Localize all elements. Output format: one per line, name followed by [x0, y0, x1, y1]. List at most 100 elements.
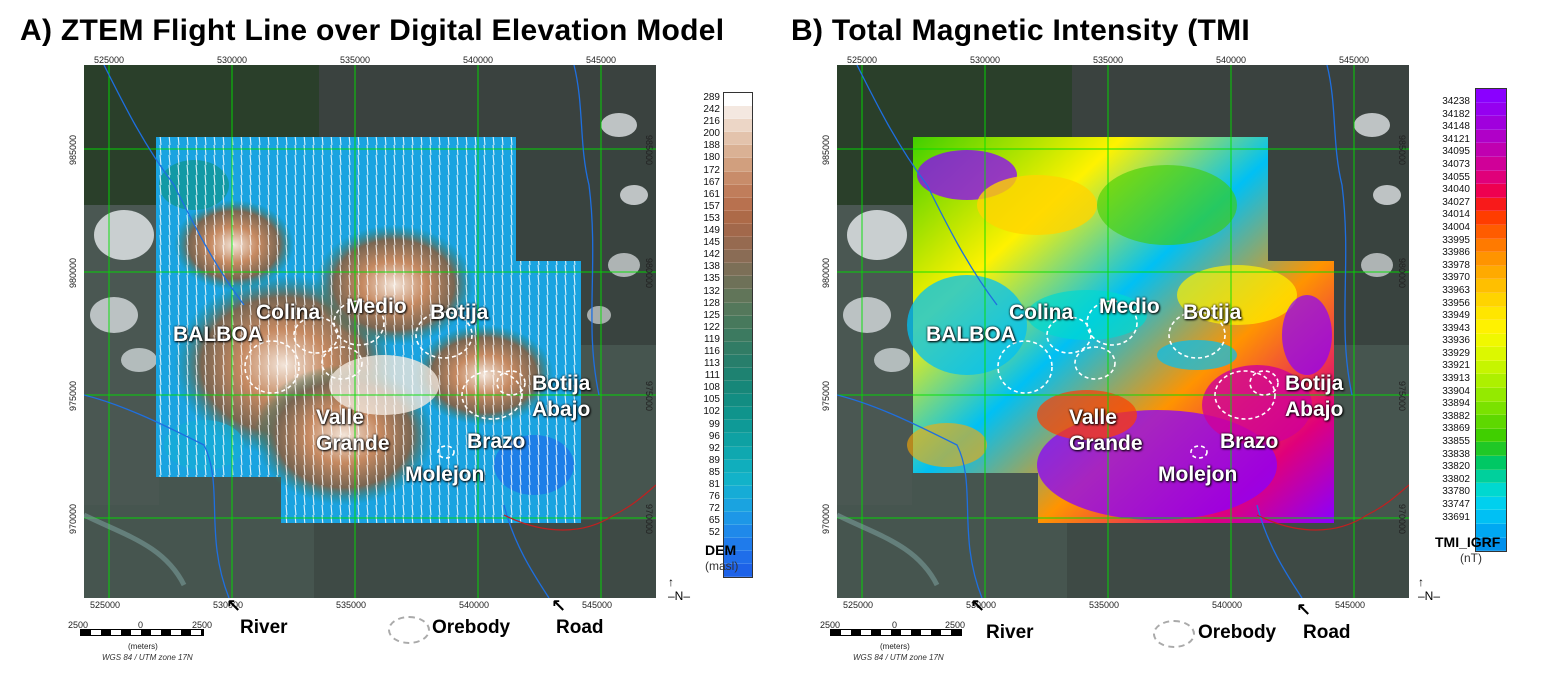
legend-value: 149: [703, 225, 720, 237]
a-road-arrow-icon: ↖: [551, 596, 567, 616]
legend-value: 122: [703, 321, 720, 333]
b-xtick-top-3: 535000: [1093, 55, 1124, 65]
legend-swatch: [1476, 143, 1506, 157]
legend-value: 138: [703, 261, 720, 273]
b-ytick-left-4: 970000: [821, 503, 832, 535]
legend-value: 119: [704, 333, 720, 345]
legend-swatch: [1476, 279, 1506, 293]
label-brazo: Brazo: [467, 430, 526, 453]
label-colina: Colina: [1009, 301, 1074, 324]
label-grande: Grande: [316, 432, 390, 455]
legend-swatch: [1476, 224, 1506, 239]
legend-value: 33894: [1442, 398, 1470, 410]
legend-value: 167: [703, 176, 720, 188]
legend-value: 34073: [1442, 158, 1470, 170]
b-scale-mid: 0: [892, 620, 898, 630]
label-botija-abajo-2: Abajo: [1285, 398, 1344, 421]
panel-b-map[interactable]: BALBOA Colina Medio Botija Botija Abajo …: [837, 65, 1409, 598]
b-ytick-left-2: 980000: [821, 257, 832, 289]
label-colina: Colina: [256, 301, 321, 324]
legend-swatch: [724, 420, 752, 434]
a-xtick-bot-4: 540000: [459, 600, 490, 610]
a-xtick-top-1: 525000: [94, 55, 125, 65]
b-road-label: Road: [1303, 622, 1351, 643]
a-xtick-bot-2: 530000: [213, 600, 244, 610]
dem-legend-values: 289 242 216 200 188 180 172 167 161 157 153 149 145 1…: [690, 92, 720, 539]
legend-value: 34148: [1442, 121, 1470, 133]
legend-swatch: [724, 394, 752, 408]
legend-value: 33882: [1442, 410, 1470, 422]
label-balboa: BALBOA: [926, 323, 1016, 346]
legend-value: 102: [703, 406, 720, 418]
b-road-arrow-icon: ↖: [1296, 600, 1312, 620]
legend-swatch: [1476, 483, 1506, 497]
legend-value: 33820: [1442, 461, 1470, 473]
legend-swatch: [1476, 129, 1506, 144]
b-orebody-symbol-icon: [1153, 620, 1195, 648]
b-xtick-top-2: 530000: [970, 55, 1001, 65]
legend-swatch: [724, 525, 752, 539]
b-ytick-left-3: 975000: [821, 380, 832, 412]
panel-a-map[interactable]: BALBOA Colina Medio Botija Botija Abajo …: [84, 65, 656, 598]
a-ytick-left-2: 980000: [68, 257, 79, 289]
legend-swatch: [1476, 156, 1506, 171]
legend-value: 180: [703, 152, 720, 164]
legend-value: 33995: [1442, 234, 1470, 246]
legend-value: 132: [703, 285, 720, 297]
legend-value: 188: [703, 140, 720, 152]
legend-value: 33949: [1442, 310, 1470, 322]
legend-value: 34055: [1442, 171, 1470, 183]
legend-value: 33963: [1442, 284, 1470, 296]
panel-a-map-canvas: [84, 65, 656, 598]
b-scale-bar: [830, 629, 962, 636]
legend-swatch: [724, 328, 752, 342]
legend-value: 289: [703, 92, 720, 103]
a-xtick-top-5: 545000: [586, 55, 617, 65]
legend-value: 33986: [1442, 247, 1470, 259]
legend-swatch: [1476, 306, 1506, 321]
legend-swatch: [1476, 524, 1506, 538]
b-ytick-right-1: 985000: [1397, 134, 1408, 166]
legend-swatch: [1476, 360, 1506, 375]
legend-swatch: [1476, 537, 1506, 552]
legend-value: 33956: [1442, 297, 1470, 309]
legend-swatch: [724, 446, 752, 460]
legend-value: 172: [703, 164, 720, 176]
legend-swatch: [724, 250, 752, 264]
legend-value: 34121: [1442, 133, 1470, 145]
a-river-label: River: [240, 617, 288, 638]
legend-value: 116: [704, 345, 720, 357]
legend-swatch: [724, 223, 752, 238]
label-brazo: Brazo: [1220, 430, 1279, 453]
legend-value: 216: [703, 116, 720, 128]
label-grande: Grande: [1069, 432, 1143, 455]
dem-legend-title: DEM: [705, 542, 737, 558]
legend-swatch: [724, 512, 752, 526]
b-orebody-label: Orebody: [1198, 622, 1277, 643]
dem-legend-unit: (masl): [705, 559, 739, 573]
legend-value: 99: [708, 418, 720, 430]
legend-swatch: [724, 472, 752, 486]
legend-swatch: [724, 341, 752, 355]
legend-value: 33838: [1442, 448, 1470, 460]
b-xtick-bot-4: 540000: [1212, 600, 1243, 610]
legend-swatch: [1476, 320, 1506, 334]
dem-legend-colorbar: [723, 92, 753, 579]
legend-value: 72: [708, 503, 720, 515]
a-xtick-bot-1: 525000: [90, 600, 121, 610]
label-botija: Botija: [1183, 301, 1242, 324]
label-molejon: Molejon: [405, 463, 485, 486]
tmi-legend-title: TMI_IGRF: [1435, 534, 1501, 550]
legend-swatch: [724, 276, 752, 290]
a-scale-right: 2500: [192, 620, 213, 630]
a-xtick-bot-3: 535000: [336, 600, 367, 610]
legend-value: 33978: [1442, 259, 1470, 271]
legend-swatch: [1476, 116, 1506, 130]
legend-value: 34095: [1442, 146, 1470, 158]
label-botija-abajo-1: Botija: [532, 372, 591, 395]
legend-value: 33904: [1442, 385, 1470, 397]
legend-value: 81: [708, 479, 720, 490]
legend-value: 85: [708, 466, 720, 478]
legend-swatch: [724, 367, 752, 382]
a-xtick-top-2: 530000: [217, 55, 248, 65]
